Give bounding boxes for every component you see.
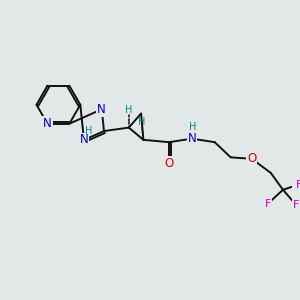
Text: N: N bbox=[188, 132, 196, 145]
Text: F: F bbox=[293, 200, 299, 210]
Text: H: H bbox=[189, 122, 196, 132]
Text: N: N bbox=[43, 117, 52, 130]
Text: H: H bbox=[125, 105, 133, 115]
Text: N: N bbox=[97, 103, 106, 116]
Text: N: N bbox=[80, 134, 88, 146]
Text: F: F bbox=[296, 179, 300, 190]
Text: H: H bbox=[85, 126, 92, 136]
Text: F: F bbox=[265, 199, 271, 209]
Text: O: O bbox=[164, 157, 174, 170]
Text: H: H bbox=[138, 117, 146, 127]
Text: O: O bbox=[247, 152, 256, 165]
